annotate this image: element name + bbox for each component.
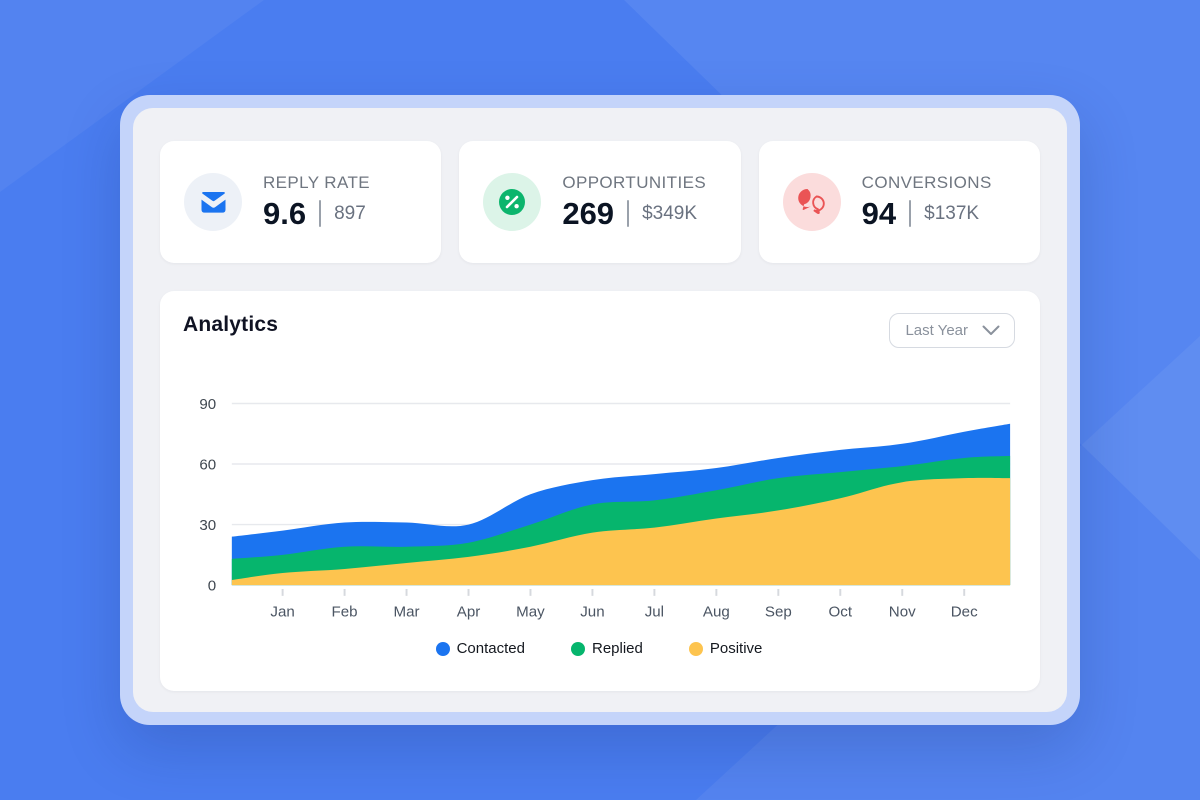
x-axis-label: Feb <box>332 603 358 620</box>
legend-dot <box>688 641 703 656</box>
x-axis-label: Aug <box>703 603 730 620</box>
stat-label: OPPORTUNITIES <box>562 172 707 192</box>
x-axis-label: Sep <box>765 603 792 620</box>
y-axis-label: 0 <box>208 577 216 594</box>
y-axis-label: 60 <box>199 456 216 473</box>
legend-label: Replied <box>591 640 643 658</box>
x-axis-label: May <box>516 603 545 620</box>
legend-item-positive[interactable]: Positive <box>688 640 763 658</box>
stat-value: 269 <box>562 195 615 231</box>
stat-divider <box>319 200 322 227</box>
analytics-card: Analytics Last Year 0 30 60 90 Jan Feb Mar Apr M… <box>160 291 1040 691</box>
stats-row: REPLY RATE 9.6 897 <box>160 141 1040 263</box>
x-axis-label: Apr <box>457 603 481 620</box>
legend-label: Contacted <box>456 640 525 658</box>
chart-legend: Contacted Replied Positive <box>183 640 1015 657</box>
stat-divider <box>627 200 630 227</box>
stat-card-conversions: CONVERSIONS 94 $137K <box>758 141 1040 263</box>
x-axis-label: Oct <box>829 603 853 620</box>
x-axis-label: Jul <box>645 603 664 620</box>
y-axis-label: 90 <box>199 396 216 413</box>
x-axis-label: Jun <box>580 603 604 620</box>
legend-dot <box>570 641 585 656</box>
stat-divider <box>909 200 912 227</box>
analytics-title: Analytics <box>183 313 279 336</box>
time-range-dropdown[interactable]: Last Year <box>889 313 1015 348</box>
mail-icon <box>184 173 242 231</box>
analytics-chart-svg: 0 30 60 90 Jan Feb Mar Apr May Jun Jul Aug Sep Oct Nov… <box>199 396 1011 620</box>
x-axis-label: Dec <box>951 603 978 620</box>
time-range-value: Last Year <box>905 322 968 339</box>
stat-label: REPLY RATE <box>263 172 370 192</box>
y-axis-label: 30 <box>199 517 216 534</box>
legend-label: Positive <box>709 640 763 658</box>
dashboard-frame: REPLY RATE 9.6 897 <box>120 95 1080 725</box>
chart-area-positive <box>231 477 1011 586</box>
analytics-chart: 0 30 60 90 Jan Feb Mar Apr May Jun Jul Aug Sep Oct Nov… <box>183 382 1015 626</box>
percent-icon <box>483 173 542 231</box>
stat-card-reply-rate: REPLY RATE 9.6 897 <box>160 141 442 263</box>
chevron-down-icon <box>982 325 1000 335</box>
stat-secondary-value: 897 <box>334 202 366 224</box>
x-axis-label: Nov <box>889 603 916 620</box>
x-axis-label: Mar <box>394 603 420 620</box>
chat-bubbles-icon <box>782 173 841 231</box>
stat-label: CONVERSIONS <box>861 172 992 192</box>
stat-secondary-value: $349K <box>642 202 698 224</box>
dashboard-panel: REPLY RATE 9.6 897 <box>133 108 1067 712</box>
x-axis-label: Jan <box>270 603 294 620</box>
stat-card-opportunities: OPPORTUNITIES 269 $349K <box>459 141 741 263</box>
legend-item-contacted[interactable]: Contacted <box>435 640 525 658</box>
stat-value: 9.6 <box>263 195 307 231</box>
legend-dot <box>435 641 450 656</box>
stat-secondary-value: $137K <box>924 202 980 224</box>
legend-item-replied[interactable]: Replied <box>570 640 643 658</box>
stat-value: 94 <box>861 195 897 231</box>
